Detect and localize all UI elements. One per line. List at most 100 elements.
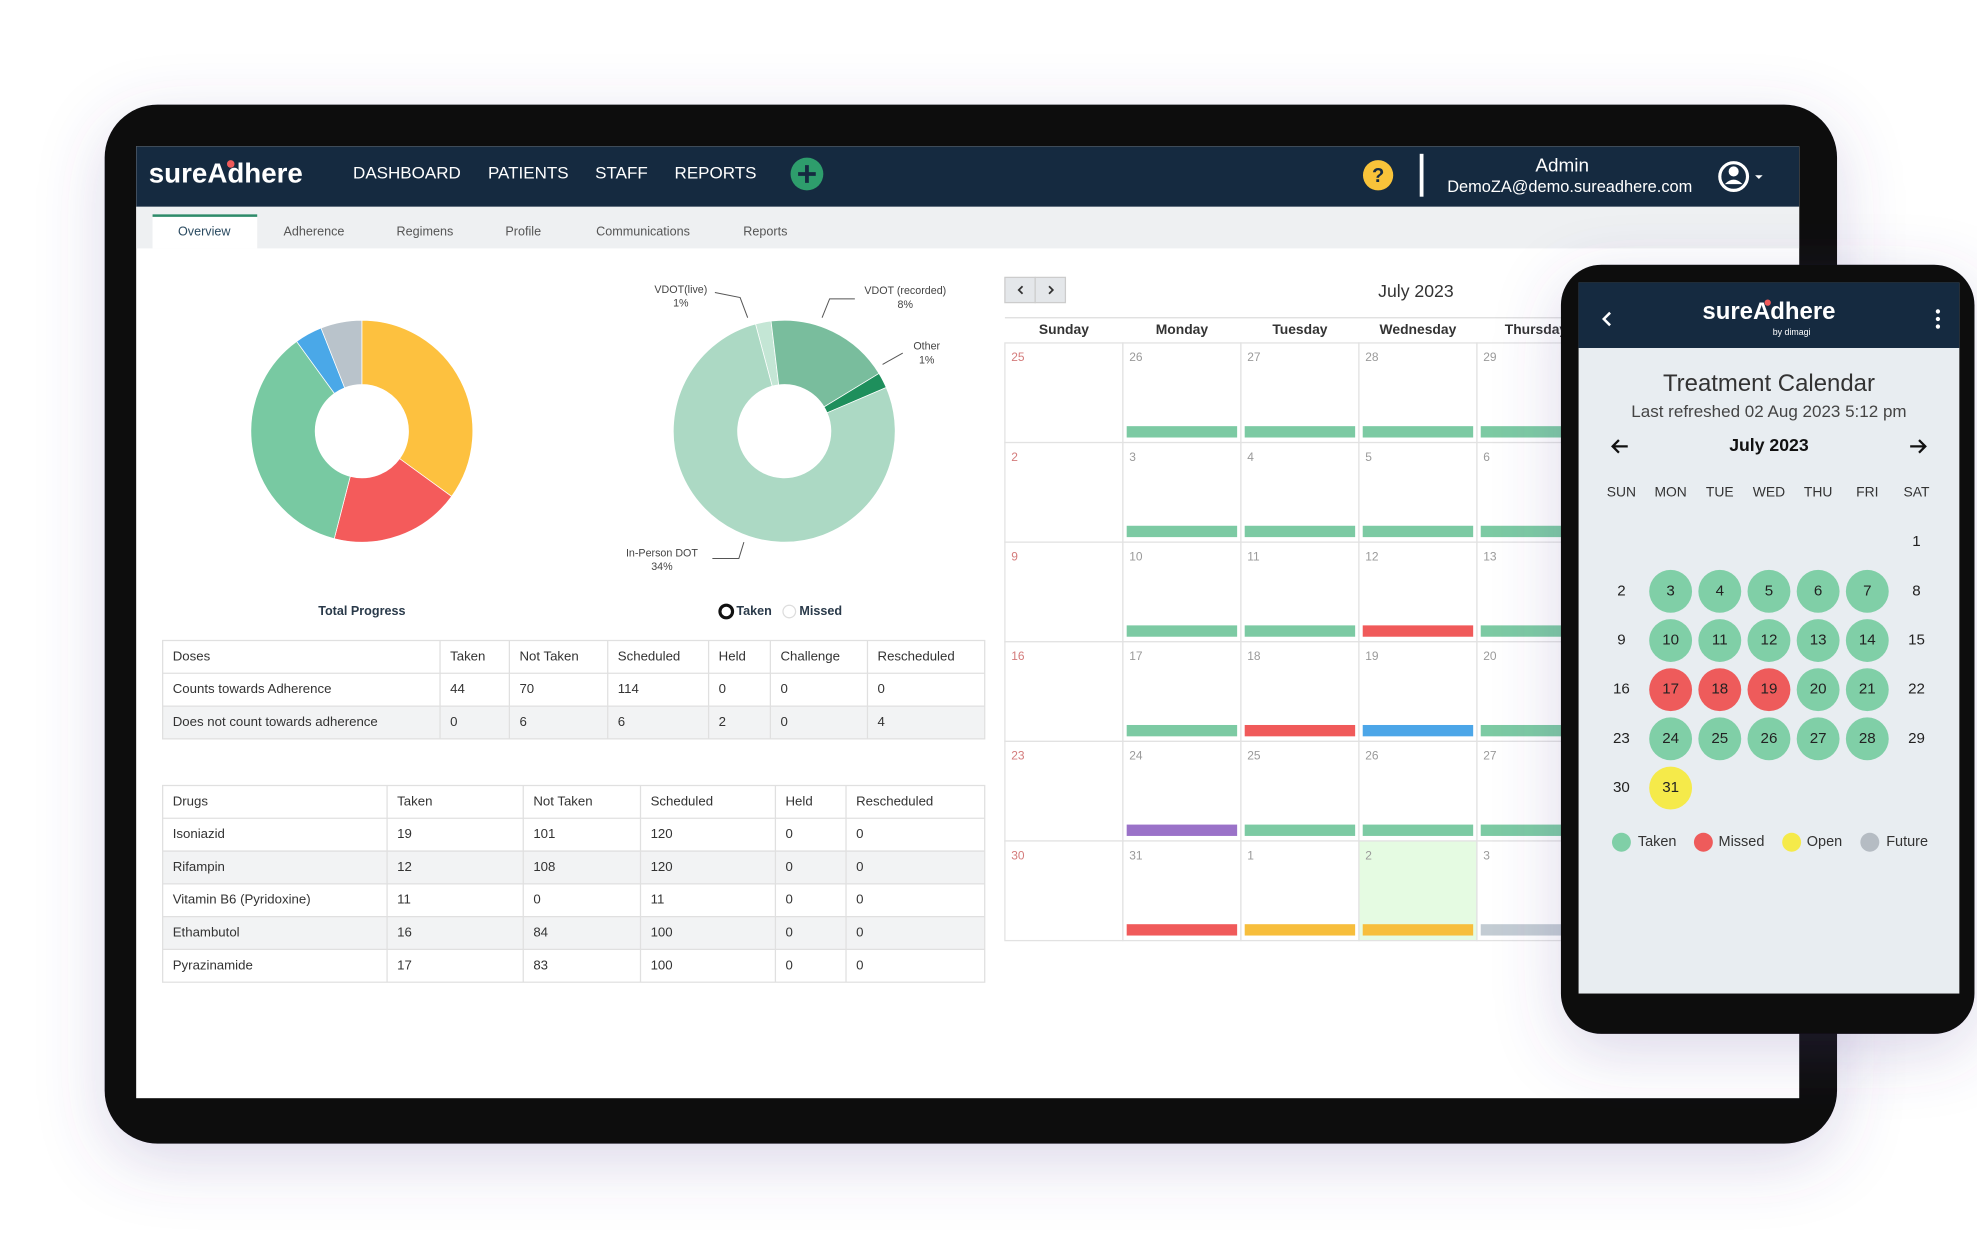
status-bar	[1126, 525, 1238, 538]
leader-line	[714, 292, 749, 318]
help-button[interactable]	[1362, 160, 1394, 191]
phone-prev[interactable]	[1611, 439, 1628, 454]
tab[interactable]: Communications	[596, 224, 690, 238]
status-bar	[1244, 426, 1356, 438]
radio[interactable]	[782, 604, 797, 619]
nav-item[interactable]: STAFF	[595, 163, 648, 182]
day-number: 30	[1011, 848, 1025, 862]
phone-day[interactable]: 26	[1761, 730, 1778, 747]
phone-day[interactable]: 27	[1810, 730, 1827, 747]
phone-day[interactable]: 11	[1712, 632, 1728, 649]
phone-day[interactable]: 15	[1908, 632, 1925, 649]
day-cell	[1358, 541, 1478, 643]
phone-day[interactable]: 25	[1711, 730, 1728, 747]
phone-day[interactable]: 31	[1662, 779, 1679, 796]
table-cell: 0	[786, 892, 793, 907]
phone-day[interactable]: 19	[1761, 681, 1778, 698]
phone-day[interactable]: 4	[1716, 582, 1724, 599]
day-number: 16	[1011, 649, 1025, 663]
table-cell: 11	[651, 892, 665, 907]
phone-day[interactable]: 24	[1662, 730, 1679, 747]
day-number: 11	[1247, 549, 1260, 563]
phone-day[interactable]: 1	[1912, 533, 1920, 550]
phone-day[interactable]: 8	[1912, 582, 1920, 599]
status-bar	[1362, 625, 1474, 637]
day-number: 18	[1247, 649, 1261, 663]
phone-day[interactable]: 7	[1863, 582, 1871, 599]
add-icon	[798, 165, 816, 183]
phone-day[interactable]: 20	[1810, 681, 1827, 698]
prev-month-button[interactable]	[1004, 276, 1036, 304]
tab[interactable]: Regimens	[397, 224, 454, 238]
phone-day[interactable]: 21	[1859, 681, 1876, 698]
phone-day[interactable]: 30	[1613, 779, 1630, 796]
tab[interactable]: Overview	[178, 224, 231, 238]
help-icon: ?	[1372, 165, 1384, 187]
table-header: Doses	[173, 648, 211, 663]
legend-swatch	[1611, 832, 1631, 852]
day-status	[1796, 569, 1840, 613]
radio-label: Missed	[799, 604, 842, 618]
tab[interactable]: Profile	[505, 224, 541, 238]
next-month-button[interactable]	[1034, 276, 1067, 304]
pie-slice	[361, 319, 474, 497]
user-icon[interactable]	[1718, 161, 1750, 192]
day-cell	[1240, 840, 1360, 942]
legend-swatch	[1860, 832, 1880, 852]
day-number: 13	[1483, 549, 1497, 563]
phone-day[interactable]: 29	[1908, 730, 1925, 747]
day-number: 24	[1129, 749, 1143, 763]
phone-day[interactable]: 23	[1613, 730, 1630, 747]
day-number: 12	[1365, 549, 1379, 563]
tab[interactable]: Reports	[743, 224, 787, 238]
tab[interactable]: Adherence	[283, 224, 344, 238]
nav-item[interactable]: PATIENTS	[488, 163, 569, 182]
status-bar	[1126, 625, 1238, 637]
status-bar	[1480, 525, 1592, 538]
phone-day[interactable]: 13	[1810, 632, 1827, 649]
nav-item[interactable]: DASHBOARD	[353, 163, 461, 182]
radio[interactable]	[718, 603, 735, 620]
day-cell	[1358, 641, 1478, 743]
phone-day[interactable]: 18	[1711, 681, 1728, 698]
table-header: Held	[786, 793, 813, 808]
phone-day[interactable]: 5	[1765, 582, 1773, 599]
phone-weekday: THU	[1804, 484, 1832, 500]
phone-next[interactable]	[1910, 439, 1927, 454]
day-status	[1649, 717, 1693, 761]
phone-day[interactable]: 9	[1617, 632, 1625, 649]
phone-day[interactable]: 14	[1859, 632, 1876, 649]
phone-day[interactable]: 28	[1859, 730, 1876, 747]
table-cell: 70	[519, 681, 534, 696]
back-button[interactable]	[1602, 311, 1611, 327]
phone-day[interactable]: 10	[1662, 632, 1679, 649]
day-status	[1698, 619, 1742, 662]
menu-button[interactable]	[1935, 309, 1941, 329]
nav-item[interactable]: REPORTS	[675, 163, 757, 182]
table-cell: 6	[618, 714, 625, 729]
phone-day[interactable]: 2	[1617, 582, 1625, 599]
day-number: 25	[1011, 350, 1025, 364]
phone-day[interactable]: 22	[1908, 681, 1925, 698]
table-cell: Does not count towards adherence	[173, 714, 378, 729]
day-number: 17	[1129, 649, 1143, 663]
day-cell	[1004, 641, 1124, 743]
table-cell: 16	[397, 925, 412, 940]
day-status	[1845, 717, 1889, 761]
phone-day[interactable]: 6	[1814, 582, 1822, 599]
table-cell: 0	[786, 859, 793, 874]
phone-day[interactable]: 3	[1666, 582, 1674, 599]
pie-slice	[250, 340, 351, 540]
pie-label: VDOT(live)	[654, 284, 707, 296]
weekday: Wednesday	[1380, 321, 1457, 337]
leader-line	[882, 352, 904, 365]
phone-day[interactable]: 12	[1761, 632, 1778, 649]
legend-label: Open	[1807, 834, 1842, 850]
phone-logo-dot	[1764, 299, 1771, 306]
table-cell: 100	[651, 925, 673, 940]
phone-day[interactable]: 17	[1662, 681, 1679, 698]
status-bar	[1244, 724, 1356, 737]
day-number: 29	[1483, 350, 1497, 364]
phone-day[interactable]: 16	[1613, 681, 1630, 698]
